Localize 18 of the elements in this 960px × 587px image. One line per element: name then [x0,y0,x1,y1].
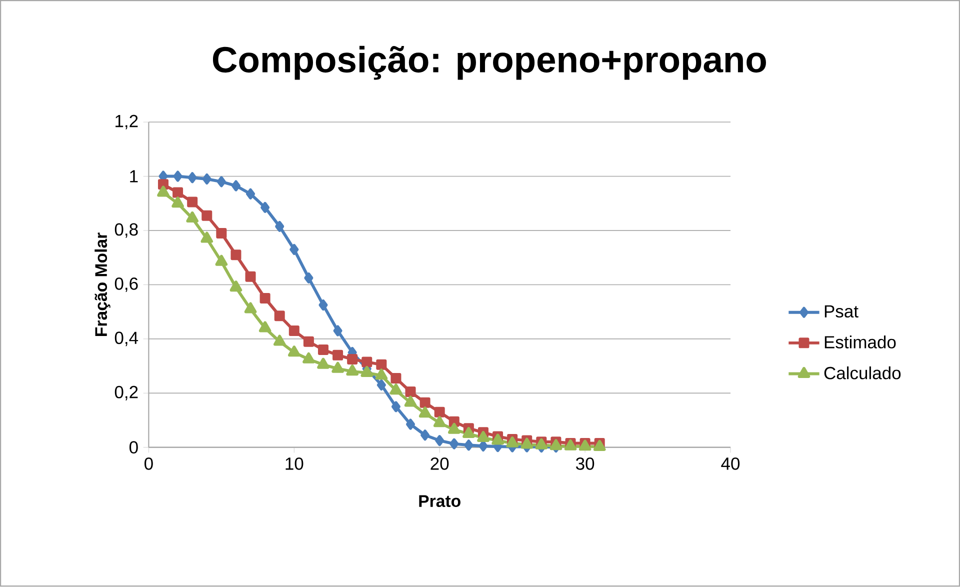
x-tick-label: 20 [430,458,449,470]
x-tick-label: 40 [721,458,740,470]
y-axis-title: Fração Molar [94,232,110,336]
y-tick-label: 0 [129,441,138,454]
legend-label: Psat [824,306,858,318]
x-axis-title: Prato [419,495,460,508]
x-tick-label: 30 [576,458,594,470]
legend-label: Calculado [824,366,901,380]
chart-title: Composição: propeno+propano [212,46,766,80]
y-tick-label: 0,6 [114,278,138,292]
y-tick-label: 1 [130,170,138,183]
y-tick-label: 1,2 [116,115,138,130]
x-tick-label: 0 [144,458,153,470]
y-tick-label: 0,8 [114,223,138,238]
y-tick-label: 0,2 [114,386,138,401]
x-tick-label: 10 [286,458,304,470]
y-tick-label: 0,4 [114,332,138,346]
legend-label: Estimado [824,336,896,349]
